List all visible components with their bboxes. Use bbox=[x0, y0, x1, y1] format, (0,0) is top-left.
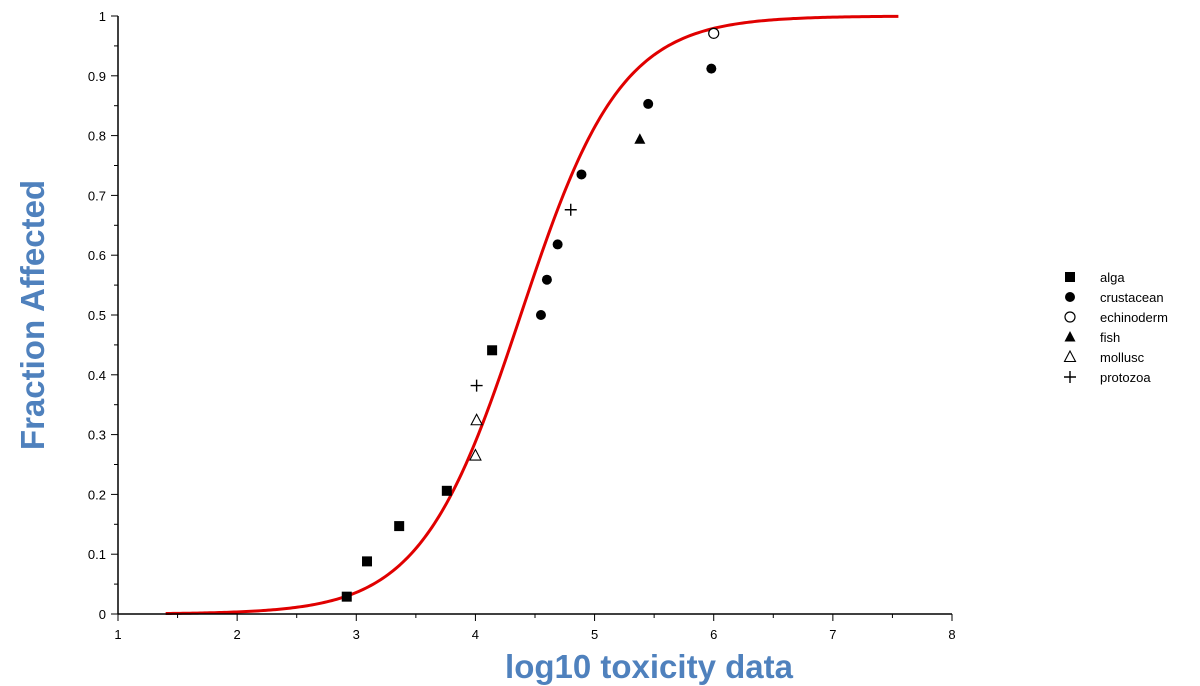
x-tick-label: 2 bbox=[234, 627, 241, 642]
legend-marker-crustacean bbox=[1065, 292, 1075, 302]
data-point-crustacean bbox=[541, 274, 552, 285]
x-tick-label: 5 bbox=[591, 627, 598, 642]
legend: alga crustacean echinoderm fish mollusc proto… bbox=[1063, 270, 1168, 385]
legend-label-crustacean: crustacean bbox=[1100, 290, 1164, 305]
data-points bbox=[341, 27, 720, 602]
legend-marker-alga bbox=[1065, 272, 1075, 282]
legend-label-fish: fish bbox=[1100, 330, 1120, 345]
axes: 1 2 3 4 5 6 7 8 0 0.1 0.2 0.3 0.4 0.5 0.6 0.7 0.8 0.9 1 bbox=[88, 9, 956, 642]
data-point-crustacean bbox=[552, 239, 563, 250]
legend-marker-echinoderm bbox=[1064, 311, 1076, 323]
data-point-crustacean bbox=[576, 169, 587, 180]
x-tick-label: 3 bbox=[353, 627, 360, 642]
y-tick-label: 1 bbox=[99, 9, 106, 24]
y-tick-label: 0 bbox=[99, 607, 106, 622]
y-tick-label: 0.3 bbox=[88, 428, 106, 443]
x-axis-title: log10 toxicity data bbox=[505, 648, 794, 685]
data-point-protozoa bbox=[470, 379, 483, 392]
data-point-crustacean bbox=[643, 98, 654, 109]
legend-label-alga: alga bbox=[1100, 270, 1125, 285]
y-tick-label: 0.7 bbox=[88, 188, 106, 203]
data-point-alga bbox=[341, 591, 352, 602]
data-point-mollusc bbox=[470, 413, 484, 426]
data-point-crustacean bbox=[706, 63, 717, 74]
legend-label-protozoa: protozoa bbox=[1100, 370, 1151, 385]
legend-label-echinoderm: echinoderm bbox=[1100, 310, 1168, 325]
y-tick-label: 0.6 bbox=[88, 248, 106, 263]
data-point-echinoderm bbox=[708, 27, 720, 39]
y-tick-label: 0.5 bbox=[88, 308, 106, 323]
legend-marker-mollusc bbox=[1063, 349, 1077, 363]
fit-curve-layer bbox=[165, 14, 899, 615]
fit-curve-line bbox=[165, 14, 899, 615]
legend-label-mollusc: mollusc bbox=[1100, 350, 1145, 365]
x-tick-label: 7 bbox=[829, 627, 836, 642]
data-point-alga bbox=[362, 556, 373, 567]
data-point-alga bbox=[394, 521, 405, 532]
data-point-fish bbox=[634, 133, 646, 144]
data-point-mollusc bbox=[469, 448, 482, 461]
y-tick-label: 0.2 bbox=[88, 487, 106, 502]
y-tick-label: 0.4 bbox=[88, 368, 106, 383]
x-tick-label: 1 bbox=[114, 627, 121, 642]
y-tick-label: 0.9 bbox=[88, 69, 106, 84]
data-point-alga bbox=[487, 345, 498, 356]
x-tick-label: 4 bbox=[472, 627, 479, 642]
data-point-crustacean bbox=[535, 310, 546, 320]
legend-marker-protozoa bbox=[1064, 371, 1076, 383]
y-axis-title: Fraction Affected bbox=[14, 180, 51, 450]
y-tick-label: 0.8 bbox=[88, 129, 106, 144]
x-tick-label: 6 bbox=[710, 627, 717, 642]
data-point-alga bbox=[441, 485, 452, 496]
legend-marker-fish bbox=[1064, 331, 1076, 342]
y-tick-label: 0.1 bbox=[88, 547, 106, 562]
x-tick-label: 8 bbox=[948, 627, 955, 642]
data-point-protozoa bbox=[564, 203, 577, 216]
